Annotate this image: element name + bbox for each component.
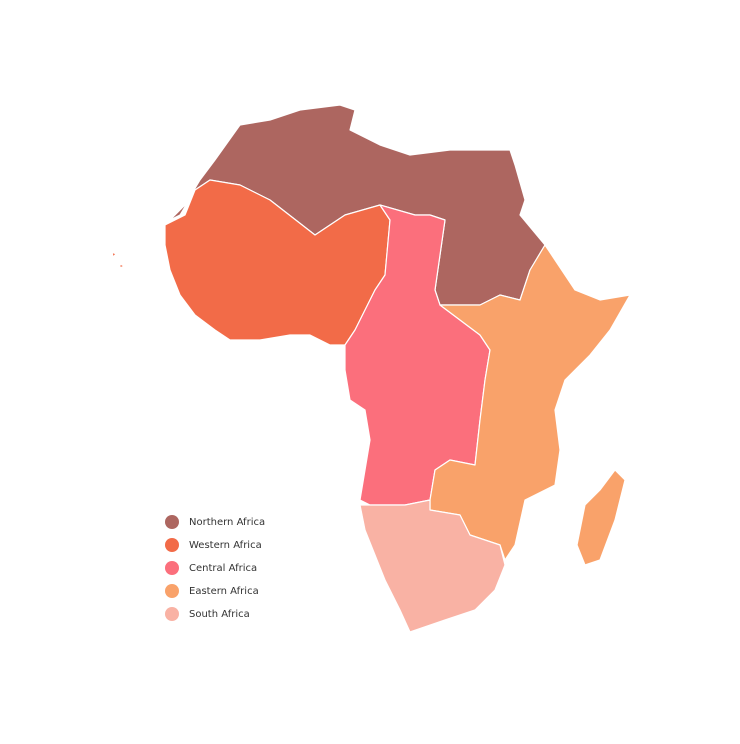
madagascar-region	[576, 469, 626, 566]
legend-swatch	[165, 584, 179, 598]
cape-verde-island	[111, 251, 125, 269]
eastern-africa-region	[429, 244, 631, 561]
legend-label: Eastern Africa	[189, 586, 259, 597]
legend-label: South Africa	[189, 609, 250, 620]
legend-swatch	[165, 515, 179, 529]
legend-label: Central Africa	[189, 563, 257, 574]
legend: Northern Africa Western Africa Central Afr…	[165, 515, 265, 621]
legend-swatch	[165, 607, 179, 621]
legend-swatch	[165, 561, 179, 575]
south-africa-region	[359, 499, 506, 633]
legend-label: Northern Africa	[189, 517, 265, 528]
regions	[111, 104, 631, 633]
legend-swatch	[165, 538, 179, 552]
legend-label: Western Africa	[189, 540, 262, 551]
